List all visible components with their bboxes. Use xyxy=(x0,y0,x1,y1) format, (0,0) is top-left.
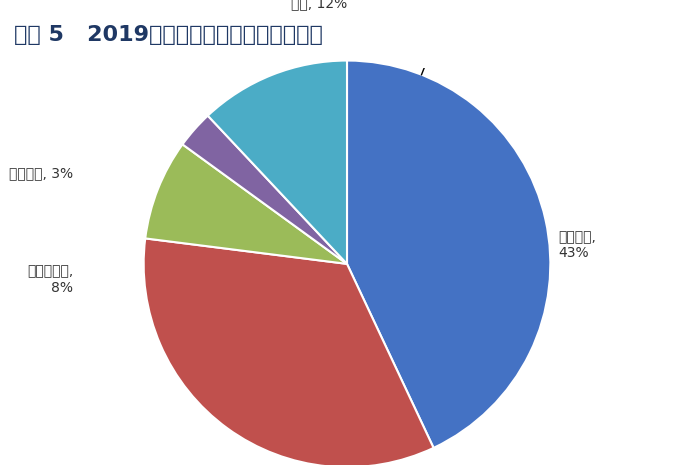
Wedge shape xyxy=(347,60,550,448)
Wedge shape xyxy=(144,239,434,465)
Wedge shape xyxy=(208,60,347,264)
Text: 陶瓷电容,
43%: 陶瓷电容, 43% xyxy=(558,230,596,260)
Text: 薄膜电容, 3%: 薄膜电容, 3% xyxy=(9,166,74,180)
Text: 图表 5   2019年全球电容器行业分产品占比: 图表 5 2019年全球电容器行业分产品占比 xyxy=(14,25,323,45)
Wedge shape xyxy=(183,116,347,264)
Text: 钽电解电容,
8%: 钽电解电容, 8% xyxy=(27,265,74,295)
Text: 其他, 12%: 其他, 12% xyxy=(291,0,347,11)
Wedge shape xyxy=(145,144,347,264)
